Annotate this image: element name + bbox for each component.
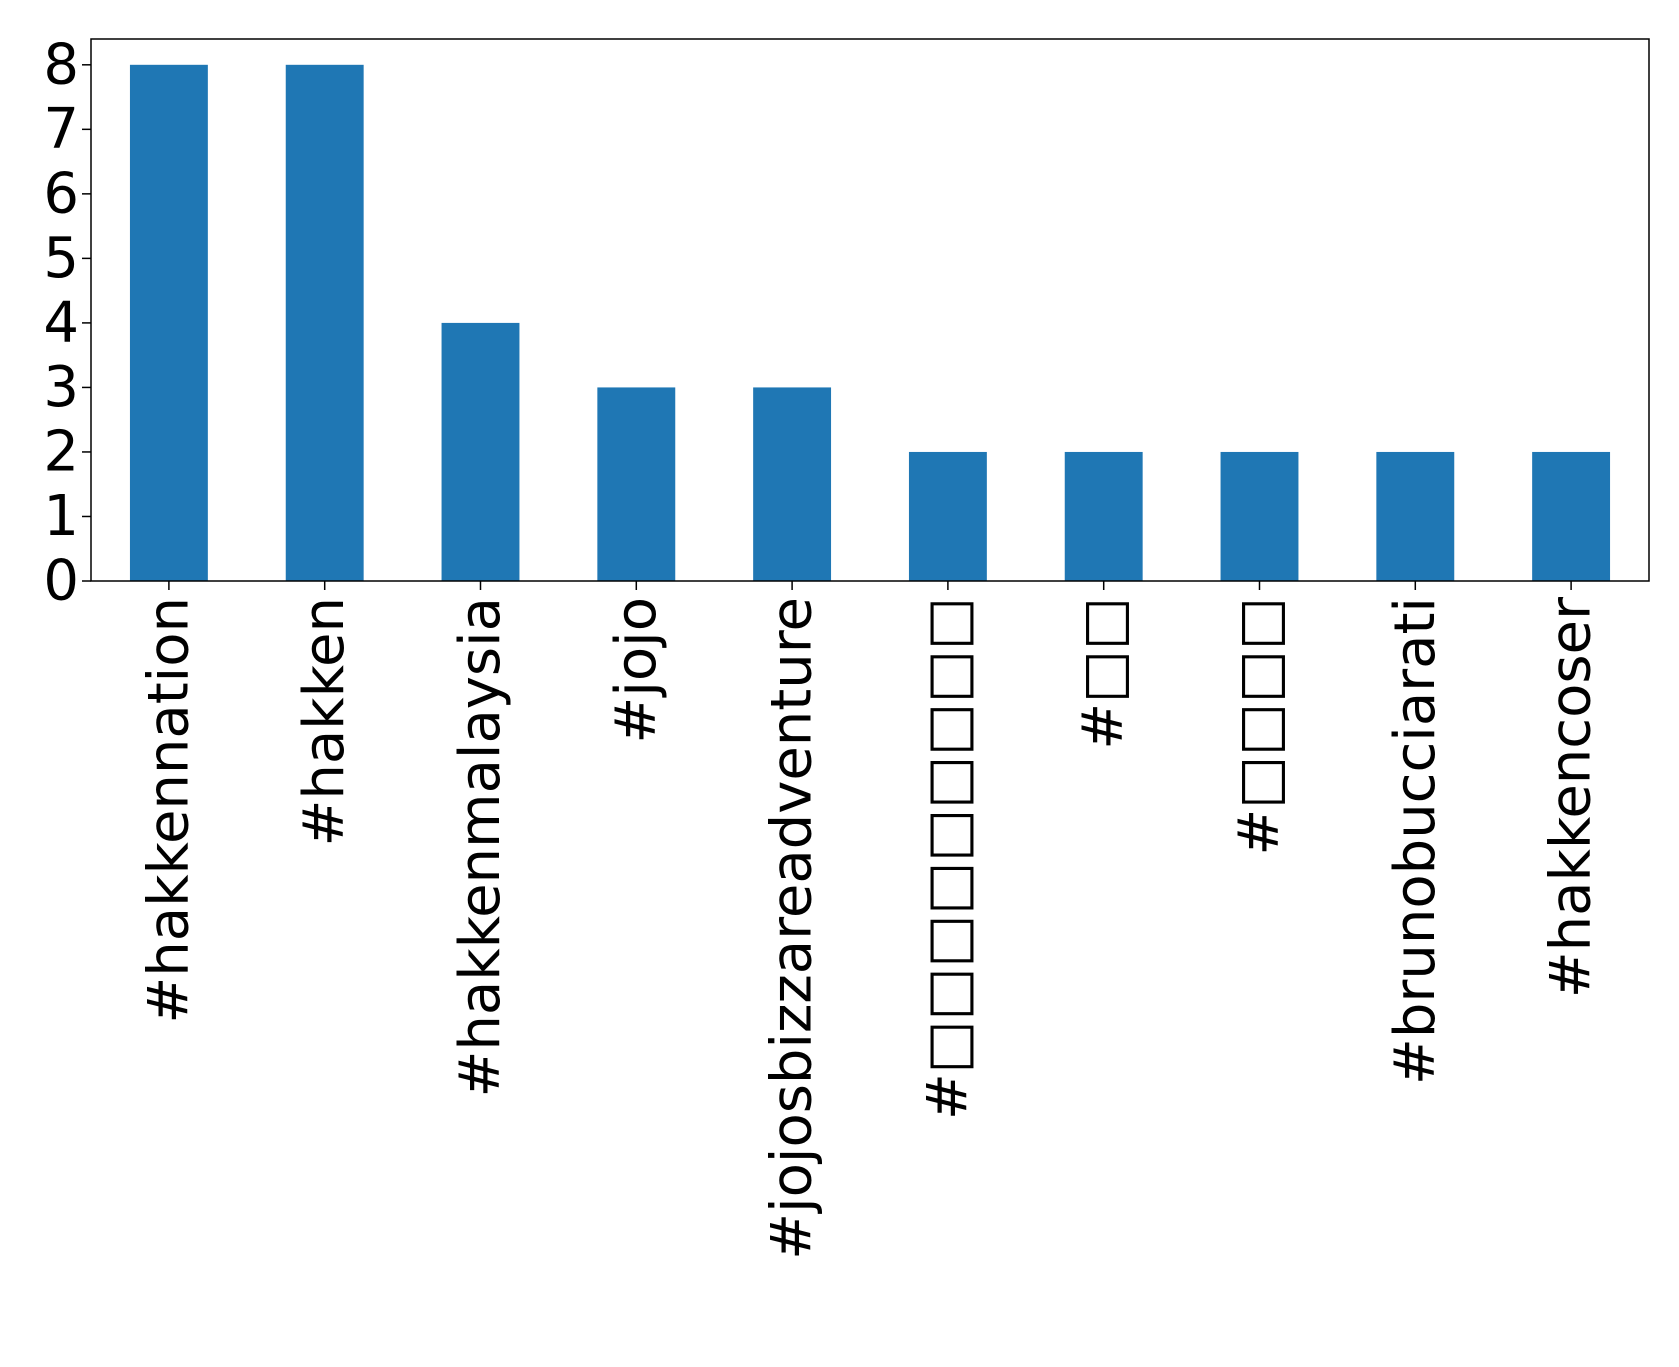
- x-tick-label: #□□: [1071, 597, 1136, 750]
- bars-group: [129, 64, 1611, 582]
- bar: [1532, 451, 1611, 581]
- bar: [1064, 451, 1143, 581]
- bar: [908, 451, 987, 581]
- y-tick-label: 7: [43, 97, 79, 162]
- y-tick-label: 0: [43, 549, 79, 614]
- bar: [597, 387, 676, 581]
- bar: [285, 64, 364, 582]
- x-tick-label: #hakkennation: [136, 597, 201, 1024]
- y-tick-label: 4: [43, 290, 79, 355]
- bar: [1220, 451, 1299, 581]
- x-tick-label: #hakkenmalaysia: [448, 597, 513, 1097]
- x-tick-label: #jojosbizzareadventure: [760, 597, 825, 1260]
- x-tick-label: #jojo: [604, 597, 669, 744]
- x-tick-label: #hakkencoser: [1539, 596, 1604, 998]
- bar: [753, 387, 832, 581]
- bar: [129, 64, 208, 582]
- y-tick-label: 1: [43, 484, 79, 549]
- y-tick-label: 3: [43, 355, 79, 420]
- x-tick-label: #□□□□: [1227, 597, 1292, 856]
- plot-frame: [90, 38, 1650, 582]
- y-tick-label: 5: [43, 226, 79, 291]
- bar: [441, 322, 520, 581]
- y-tick-label: 8: [43, 32, 79, 97]
- bar: [1376, 451, 1455, 581]
- x-tick-label: #brunobucciarati: [1383, 597, 1448, 1085]
- y-tick-label: 6: [43, 161, 79, 226]
- x-tick-label: #□□□□□□□□□: [915, 597, 980, 1120]
- x-axis: #hakkennation #hakken #hakkenmalaysia #jojo…: [136, 581, 1604, 1260]
- x-tick-label: #hakken: [292, 597, 357, 847]
- y-tick-label: 2: [43, 419, 79, 484]
